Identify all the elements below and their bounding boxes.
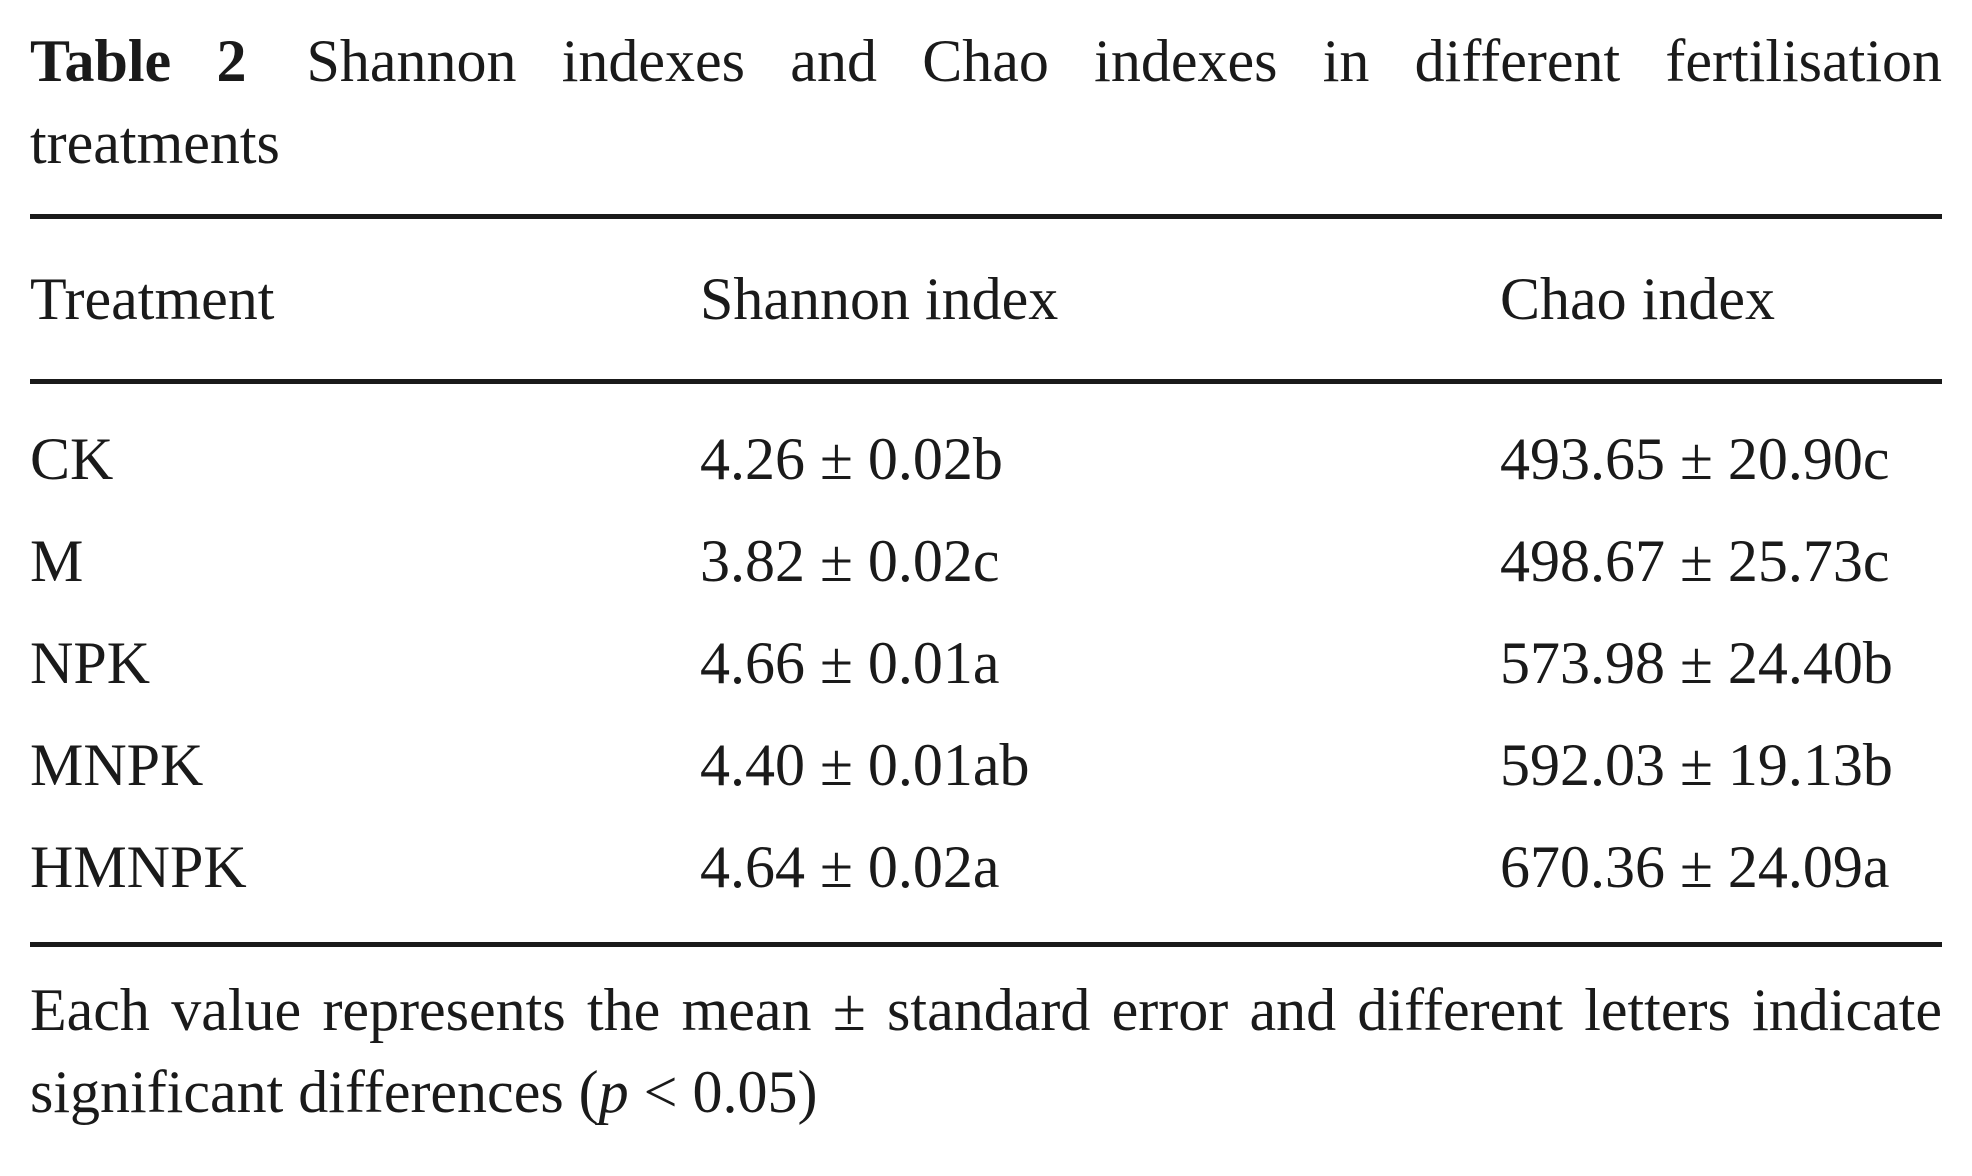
header-treatment: Treatment [30,265,275,332]
top-rule [30,214,1942,219]
treatment-cell: HMNPK [30,833,247,900]
table-row: MNPK 4.40 ± 0.01ab 592.03 ± 19.13b [30,714,1942,816]
chao-cell: 498.67 ± 25.73c [1500,527,1890,594]
footnote-threshold: < 0.05) [628,1059,818,1125]
chao-cell: 592.03 ± 19.13b [1500,731,1893,798]
shannon-cell: 4.66 ± 0.01a [700,629,1000,696]
table-body: CK 4.26 ± 0.02b 493.65 ± 20.90c M 3.82 ±… [30,384,1942,942]
treatment-cell: M [30,527,84,594]
table-title: Shannon indexes and Chao indexes in diff… [30,28,1942,176]
header-shannon-index: Shannon index [700,265,1059,332]
shannon-cell: 4.26 ± 0.02b [700,425,1003,492]
shannon-cell: 4.64 ± 0.02a [700,833,1000,900]
table-footnote: Each value represents the mean ± standar… [30,969,1942,1133]
footnote-p-symbol: p [598,1059,629,1125]
shannon-cell: 3.82 ± 0.02c [700,527,1000,594]
footnote-text: Each value represents the mean ± standar… [30,977,1942,1125]
table-label: Table 2 [30,28,247,94]
treatment-cell: MNPK [30,731,204,798]
treatment-cell: CK [30,425,114,492]
chao-cell: 670.36 ± 24.09a [1500,833,1890,900]
table-row: NPK 4.66 ± 0.01a 573.98 ± 24.40b [30,612,1942,714]
shannon-cell: 4.40 ± 0.01ab [700,731,1030,798]
table-row: M 3.82 ± 0.02c 498.67 ± 25.73c [30,510,1942,612]
chao-cell: 493.65 ± 20.90c [1500,425,1890,492]
header-row: Treatment Shannon index Chao index [30,219,1942,379]
table-figure: Table 2 Shannon indexes and Chao indexes … [30,20,1942,1133]
data-table: Treatment Shannon index Chao index CK 4.… [30,219,1942,947]
bottom-rule [30,942,1942,947]
header-rule [30,379,1942,384]
table-row: CK 4.26 ± 0.02b 493.65 ± 20.90c [30,408,1942,510]
table-caption: Table 2 Shannon indexes and Chao indexes … [30,20,1942,184]
header-chao-index: Chao index [1500,265,1775,332]
treatment-cell: NPK [30,629,151,696]
chao-cell: 573.98 ± 24.40b [1500,629,1893,696]
table-row: HMNPK 4.64 ± 0.02a 670.36 ± 24.09a [30,816,1942,918]
